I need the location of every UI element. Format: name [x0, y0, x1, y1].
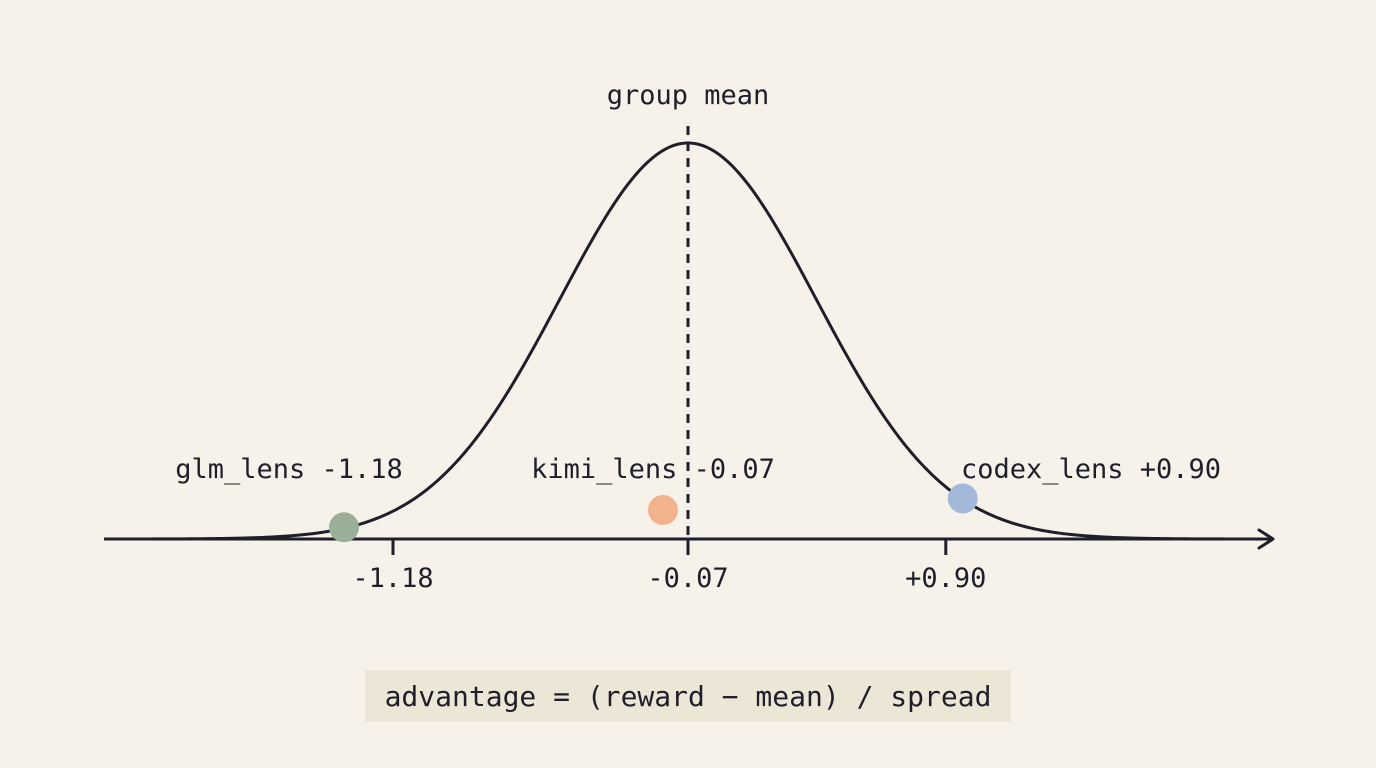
point-label-glm_lens: glm_lens -1.18	[175, 454, 403, 485]
x-axis-arrowhead	[1257, 528, 1275, 550]
point-label-kimi_lens: kimi_lens -0.07	[531, 454, 775, 485]
group-mean-label: group mean	[607, 80, 770, 111]
point-codex_lens	[947, 483, 978, 514]
chart-marks: -1.18 glm_lens -1.18 -0.07 kimi_lens -0.07 +…	[175, 454, 1221, 594]
point-glm_lens	[329, 512, 359, 543]
bell-curve	[104, 141, 1268, 541]
formula-box: advantage = (reward − mean) / spread	[365, 670, 1011, 722]
point-kimi_lens	[648, 495, 678, 525]
point-label-codex_lens: codex_lens +0.90	[961, 454, 1221, 485]
formula-text: advantage = (reward − mean) / spread	[384, 679, 992, 713]
tick-label-kimi_lens: -0.07	[647, 563, 728, 594]
tick-label-glm_lens: -1.18	[352, 563, 433, 594]
tick-label-codex_lens: +0.90	[905, 563, 986, 594]
